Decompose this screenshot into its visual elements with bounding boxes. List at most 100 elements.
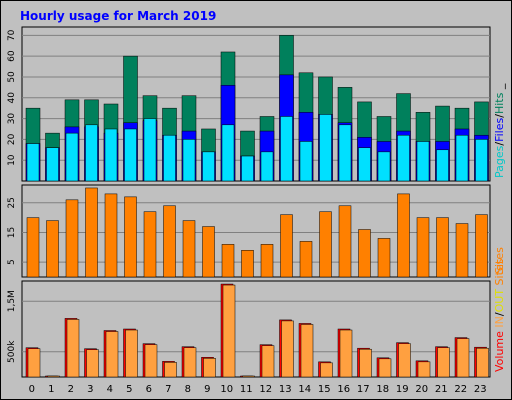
bar-in-hour-22 — [456, 338, 470, 378]
bar-sites-hour-9 — [202, 226, 215, 278]
bar-in-hour-6 — [144, 344, 158, 378]
bar-sites-hour-15 — [319, 211, 332, 278]
xtick-label-hour-8: 8 — [185, 384, 191, 395]
bar-pages-hour-11 — [241, 155, 254, 182]
bar-pages-hour-3 — [85, 124, 98, 182]
bar-in-hour-8 — [183, 347, 197, 378]
xtick-label-hour-5: 5 — [126, 384, 132, 395]
legend-entry: Pages — [493, 145, 506, 178]
bar-pages-hour-8 — [182, 139, 196, 182]
legend-entry: Files — [493, 117, 506, 141]
bar-in-hour-14 — [300, 324, 314, 378]
xtick-label-hour-10: 10 — [220, 384, 233, 395]
legend-entry: Sites — [493, 258, 506, 289]
bar-sites-hour-10 — [221, 244, 235, 278]
bar-pages-hour-5 — [124, 128, 137, 182]
xtick-label-hour-11: 11 — [240, 384, 253, 395]
bar-pages-hour-17 — [358, 147, 371, 182]
xtick-label-hour-17: 17 — [357, 384, 370, 395]
bar-sites-hour-7 — [163, 205, 176, 278]
bar-pages-hour-20 — [416, 141, 430, 182]
panel-middle-legend: Sites — [493, 247, 506, 274]
bar-in-hour-23 — [476, 347, 489, 378]
bar-in-hour-7 — [164, 362, 177, 378]
xtick-label-hour-13: 13 — [279, 384, 292, 395]
bar-in-hour-4 — [105, 331, 119, 378]
bar-sites-hour-11 — [241, 250, 254, 278]
bar-in-hour-0 — [27, 348, 41, 378]
bar-in-hour-18 — [378, 358, 392, 378]
bar-pages-hour-12 — [260, 151, 274, 182]
bar-in-hour-12 — [261, 345, 275, 378]
panel-top-ytick-label: 30 — [7, 113, 17, 125]
chart-title: Hourly usage for March 2019 — [20, 9, 216, 23]
bar-in-hour-13 — [281, 320, 294, 378]
bar-sites-hour-16 — [338, 205, 352, 278]
bar-sites-hour-3 — [85, 187, 98, 278]
xtick-label-hour-20: 20 — [415, 384, 428, 395]
bar-pages-hour-0 — [26, 143, 40, 182]
legend-entry: Hits — [493, 92, 506, 114]
bar-in-hour-19 — [398, 343, 411, 378]
bar-sites-hour-12 — [260, 244, 274, 278]
bar-pages-hour-6 — [143, 118, 157, 182]
bar-in-hour-15 — [320, 362, 333, 378]
panel-middle-ytick-label: 25 — [7, 197, 17, 208]
bar-sites-hour-18 — [377, 238, 391, 278]
xtick-label-hour-7: 7 — [165, 384, 171, 395]
bar-in-hour-3 — [86, 349, 99, 378]
bar-pages-hour-18 — [377, 151, 391, 182]
bar-sites-hour-1 — [46, 220, 59, 278]
bar-pages-hour-7 — [163, 134, 176, 182]
xtick-label-hour-22: 22 — [454, 384, 467, 395]
bar-pages-hour-1 — [46, 147, 59, 182]
bar-sites-hour-8 — [182, 220, 196, 278]
xtick-label-hour-18: 18 — [376, 384, 389, 395]
bar-pages-hour-10 — [221, 124, 235, 182]
panel-middle-ytick-label: 5 — [7, 259, 17, 265]
legend-entry: Sites — [493, 247, 506, 274]
bar-pages-hour-4 — [104, 128, 118, 182]
panel-top-plot-area — [21, 26, 491, 182]
xtick-label-hour-1: 1 — [48, 384, 54, 395]
bar-in-hour-21 — [437, 347, 450, 378]
bar-pages-hour-15 — [319, 114, 332, 182]
bar-sites-hour-4 — [104, 193, 118, 278]
panel-bottom-ytick-label: 1,5M — [7, 290, 17, 312]
bar-pages-hour-23 — [475, 139, 488, 182]
bar-sites-hour-21 — [436, 217, 449, 278]
xtick-label-hour-15: 15 — [318, 384, 331, 395]
xtick-label-hour-2: 2 — [68, 384, 74, 395]
bar-sites-hour-0 — [26, 217, 40, 278]
xtick-label-hour-9: 9 — [204, 384, 210, 395]
panel-top-ytick-label: 40 — [7, 92, 17, 104]
bar-pages-hour-16 — [338, 124, 352, 182]
bar-sites-hour-20 — [416, 217, 430, 278]
bar-sites-hour-19 — [397, 193, 410, 278]
xtick-label-hour-16: 16 — [337, 384, 350, 395]
xtick-label-hour-3: 3 — [87, 384, 93, 395]
xtick-label-hour-12: 12 — [259, 384, 272, 395]
xtick-label-hour-6: 6 — [146, 384, 152, 395]
bar-pages-hour-9 — [202, 151, 215, 182]
legend-entry: Volume — [493, 331, 506, 372]
panel-top-legend: Pages/Files/Hits _ — [493, 83, 506, 178]
bar-sites-hour-13 — [280, 214, 293, 278]
bar-pages-hour-2 — [65, 132, 79, 182]
legend-entry: OUT — [493, 289, 506, 313]
panel-top-ytick-label: 60 — [7, 50, 17, 62]
panel-bottom-ytick-label: 500k — [7, 340, 17, 363]
xtick-label-hour-14: 14 — [298, 384, 311, 395]
bar-in-hour-1 — [47, 375, 60, 378]
xtick-label-hour-4: 4 — [107, 384, 113, 395]
xtick-label-hour-21: 21 — [435, 384, 448, 395]
bar-sites-hour-22 — [455, 223, 469, 278]
panel-bottom-legend: Volume IN/OUT Sites — [493, 258, 506, 372]
bar-pages-hour-22 — [455, 134, 469, 182]
xtick-label-hour-23: 23 — [474, 384, 487, 395]
xtick-label-hour-19: 19 — [396, 384, 409, 395]
panel-top-ytick-label: 50 — [7, 71, 17, 83]
bar-pages-hour-14 — [299, 141, 313, 182]
bar-in-hour-17 — [359, 348, 372, 378]
